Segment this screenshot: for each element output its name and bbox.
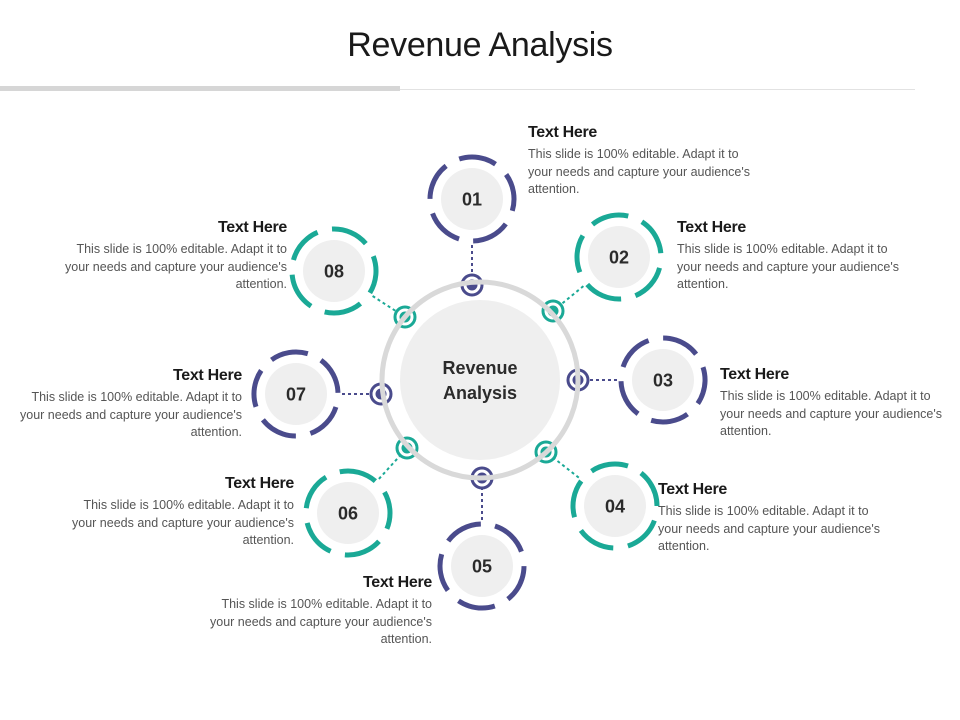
node-ring-06	[303, 468, 393, 558]
text-block-05: Text Here This slide is 100% editable. Ad…	[204, 574, 432, 649]
node-ring-02	[574, 212, 664, 302]
connector-06	[378, 454, 402, 480]
node-number-07: 07	[286, 385, 306, 405]
text-block-body: This slide is 100% editable. Adapt it to…	[677, 242, 899, 291]
connector-02	[560, 285, 585, 306]
text-block-07: Text Here This slide is 100% editable. Ad…	[14, 367, 242, 442]
node-disc-07	[265, 363, 327, 425]
step-node-08: 08	[289, 226, 379, 316]
text-block-heading: Text Here	[217, 219, 287, 236]
node-disc-05	[451, 535, 513, 597]
connector-08	[372, 295, 398, 313]
text-block-body: This slide is 100% editable. Adapt it to…	[210, 597, 432, 646]
node-disc-03	[632, 349, 694, 411]
node-disc-06	[317, 482, 379, 544]
text-block-06: Text Here This slide is 100% editable. Ad…	[66, 475, 294, 550]
connector-04	[553, 457, 580, 479]
step-node-03: 03	[618, 335, 708, 425]
node-number-05: 05	[472, 557, 492, 577]
node-disc-02	[588, 226, 650, 288]
text-block-heading: Text Here	[362, 574, 432, 591]
step-node-04: 04	[570, 461, 660, 551]
hub-label-line-2: Analysis	[443, 383, 517, 403]
step-node-06: 06	[303, 468, 393, 558]
node-number-06: 06	[338, 504, 358, 524]
text-block-body: This slide is 100% editable. Adapt it to…	[72, 498, 294, 547]
text-block-body: This slide is 100% editable. Adapt it to…	[720, 389, 942, 438]
page-title: Revenue Analysis	[347, 26, 613, 64]
hub-disc	[400, 300, 560, 460]
text-block-heading: Text Here	[720, 366, 790, 383]
title-underline-accent	[0, 86, 400, 91]
node-number-04: 04	[605, 497, 625, 517]
text-block-01: Text Here This slide is 100% editable. Ad…	[528, 124, 756, 199]
node-number-02: 02	[609, 248, 629, 268]
node-ring-08	[289, 226, 379, 316]
step-node-05: 05	[437, 521, 527, 611]
text-block-02: Text Here This slide is 100% editable. Ad…	[677, 219, 905, 294]
step-node-02: 02	[574, 212, 664, 302]
node-disc-08	[303, 240, 365, 302]
text-block-body: This slide is 100% editable. Adapt it to…	[658, 504, 880, 553]
text-block-body: This slide is 100% editable. Adapt it to…	[65, 242, 287, 291]
text-block-body: This slide is 100% editable. Adapt it to…	[20, 390, 242, 439]
step-node-01: 01	[427, 154, 517, 244]
text-block-04: Text Here This slide is 100% editable. Ad…	[658, 481, 886, 556]
title-underline	[400, 89, 915, 90]
node-number-08: 08	[324, 262, 344, 282]
text-block-heading: Text Here	[677, 219, 747, 236]
hub-label-line-1: Revenue	[442, 358, 517, 378]
hub-ring	[379, 279, 581, 481]
node-ring-05	[437, 521, 527, 611]
text-block-heading: Text Here	[224, 475, 294, 492]
node-number-01: 01	[462, 190, 482, 210]
text-block-heading: Text Here	[658, 481, 728, 498]
step-node-07: 07	[251, 349, 341, 439]
node-number-03: 03	[653, 371, 673, 391]
node-disc-04	[584, 475, 646, 537]
text-block-heading: Text Here	[172, 367, 242, 384]
central-hub: Revenue Analysis	[379, 279, 581, 481]
text-block-heading: Text Here	[528, 124, 598, 141]
node-ring-07	[251, 349, 341, 439]
text-block-03: Text Here This slide is 100% editable. Ad…	[720, 366, 948, 441]
text-block-08: Text Here This slide is 100% editable. Ad…	[59, 219, 287, 294]
node-disc-01	[441, 168, 503, 230]
text-block-body: This slide is 100% editable. Adapt it to…	[528, 147, 750, 196]
